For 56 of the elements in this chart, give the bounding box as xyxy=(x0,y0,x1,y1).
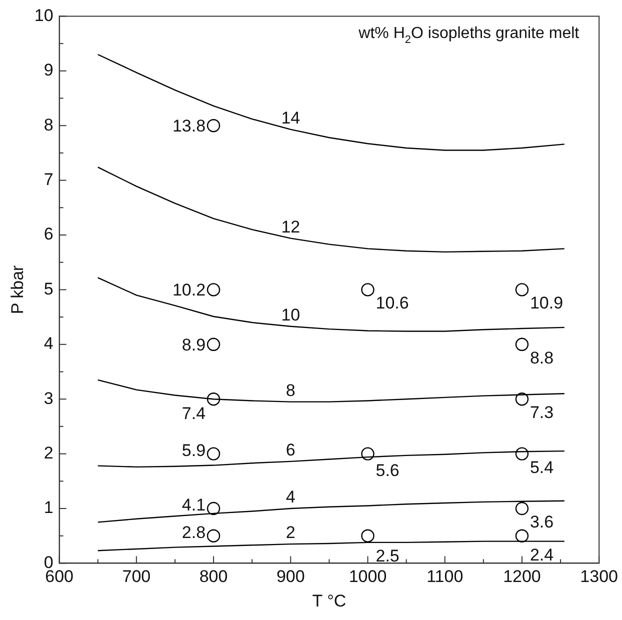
series-label: 8 xyxy=(286,380,296,400)
annotation: 10.6 xyxy=(376,294,409,313)
series-label: 10 xyxy=(281,305,300,324)
y-tick-label: 7 xyxy=(44,170,54,189)
annotation: 2.5 xyxy=(376,546,400,566)
annotation: 5.9 xyxy=(182,440,206,460)
annotation: 5.4 xyxy=(530,458,554,477)
annotation: 3.6 xyxy=(530,512,554,532)
annotation: 7.3 xyxy=(530,403,554,422)
annotation: 2.4 xyxy=(530,545,554,564)
y-tick-label: 4 xyxy=(44,334,54,354)
y-tick-label: 3 xyxy=(44,388,54,408)
y-tick-label: 9 xyxy=(44,60,54,80)
x-tick-label: 900 xyxy=(276,567,305,586)
point xyxy=(515,392,529,406)
point xyxy=(206,447,220,460)
series-label: 2 xyxy=(286,523,296,542)
series-label: 14 xyxy=(281,108,300,128)
x-tick-label: 1300 xyxy=(580,567,618,586)
point xyxy=(206,119,220,132)
point xyxy=(515,529,529,542)
annotation: 5.6 xyxy=(376,461,400,480)
y-tick-label: 5 xyxy=(44,279,54,298)
x-tick-label: 1200 xyxy=(503,567,541,586)
annotation: 13.8 xyxy=(172,116,206,136)
y-axis-title: P kbar xyxy=(8,264,27,314)
point xyxy=(515,502,529,516)
x-tick-label: 700 xyxy=(122,567,151,586)
annotation: 8.8 xyxy=(530,348,554,368)
x-tick-label: 1000 xyxy=(348,567,387,586)
point xyxy=(361,529,374,542)
x-tick-label: 1100 xyxy=(426,567,464,586)
annotation: 8.9 xyxy=(182,335,206,354)
point xyxy=(206,338,220,351)
point xyxy=(206,502,220,516)
annotation: 10.2 xyxy=(172,280,206,300)
x-tick-label: 600 xyxy=(45,567,74,586)
series-label: 12 xyxy=(281,217,300,236)
point xyxy=(206,283,220,296)
point xyxy=(515,338,529,351)
annotation: 7.4 xyxy=(182,404,206,424)
series-label: 6 xyxy=(286,440,296,460)
series-label: 4 xyxy=(286,488,296,506)
point xyxy=(361,283,374,296)
y-tick-label: 1 xyxy=(44,498,54,518)
x-tick-label: 800 xyxy=(199,567,228,586)
point xyxy=(515,283,529,296)
y-tick-label: 6 xyxy=(44,224,54,244)
annotation: 10.9 xyxy=(530,294,564,313)
x-axis-title: T °C xyxy=(312,591,346,610)
y-tick-label: 8 xyxy=(44,115,54,134)
y-tick-label: 2 xyxy=(44,443,54,462)
y-tick-label: 10 xyxy=(34,6,54,25)
annotation: 4.1 xyxy=(182,496,206,514)
annotation: 2.8 xyxy=(182,522,206,542)
point xyxy=(206,529,220,542)
